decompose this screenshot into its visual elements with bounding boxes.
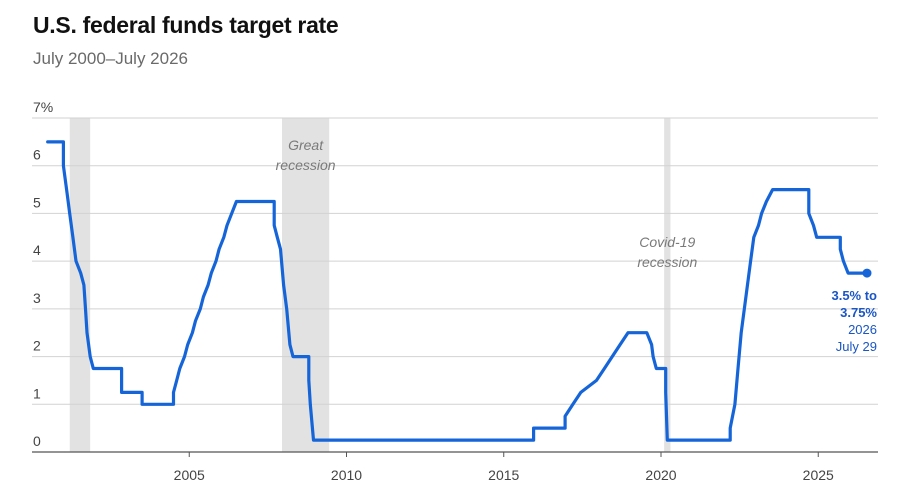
recession-band-2 <box>664 118 671 452</box>
x-tick-label: 2015 <box>488 467 519 483</box>
x-axis-labels: 2005 2010 2015 2020 2025 <box>174 452 834 483</box>
y-tick-label: 2 <box>33 338 41 354</box>
rate-line-series-0 <box>46 140 869 442</box>
annotation-date-label: July 29 <box>836 339 877 354</box>
recession-labels: Great recession Covid-19 recession <box>276 137 698 270</box>
annotation-rate-label: 3.5% to <box>831 288 877 303</box>
recession-shading <box>69 118 671 452</box>
recession-band-0 <box>69 118 91 452</box>
y-tick-label: 0 <box>33 433 41 449</box>
series <box>46 140 869 442</box>
end-point-marker <box>862 268 872 278</box>
y-tick-label: 4 <box>33 242 41 258</box>
y-tick-label: 3 <box>33 290 41 306</box>
recession-label-2: recession <box>637 254 697 270</box>
y-tick-label: 5 <box>33 194 41 210</box>
recession-label-1: Great <box>288 137 324 153</box>
y-tick-label: 7% <box>33 99 53 115</box>
x-tick-label: 2005 <box>174 467 205 483</box>
end-annotation: 3.5% to 3.75% 2026 July 29 <box>831 268 877 354</box>
recession-label-2: Covid-19 <box>639 234 695 250</box>
gridlines <box>32 117 878 453</box>
y-axis-labels: 0 1 2 3 4 5 6 7% <box>33 99 53 449</box>
annotation-date-label: 2026 <box>848 322 877 337</box>
y-tick-label: 1 <box>33 385 41 401</box>
x-tick-label: 2020 <box>645 467 676 483</box>
recession-label-1: recession <box>276 157 336 173</box>
x-tick-label: 2025 <box>803 467 834 483</box>
chart-title: U.S. federal funds target rate <box>33 12 339 38</box>
annotation-rate-label: 3.75% <box>840 305 877 320</box>
y-tick-label: 6 <box>33 147 41 163</box>
recession-band-1 <box>282 118 330 452</box>
chart-subtitle: July 2000–July 2026 <box>33 49 189 68</box>
x-tick-label: 2010 <box>331 467 362 483</box>
